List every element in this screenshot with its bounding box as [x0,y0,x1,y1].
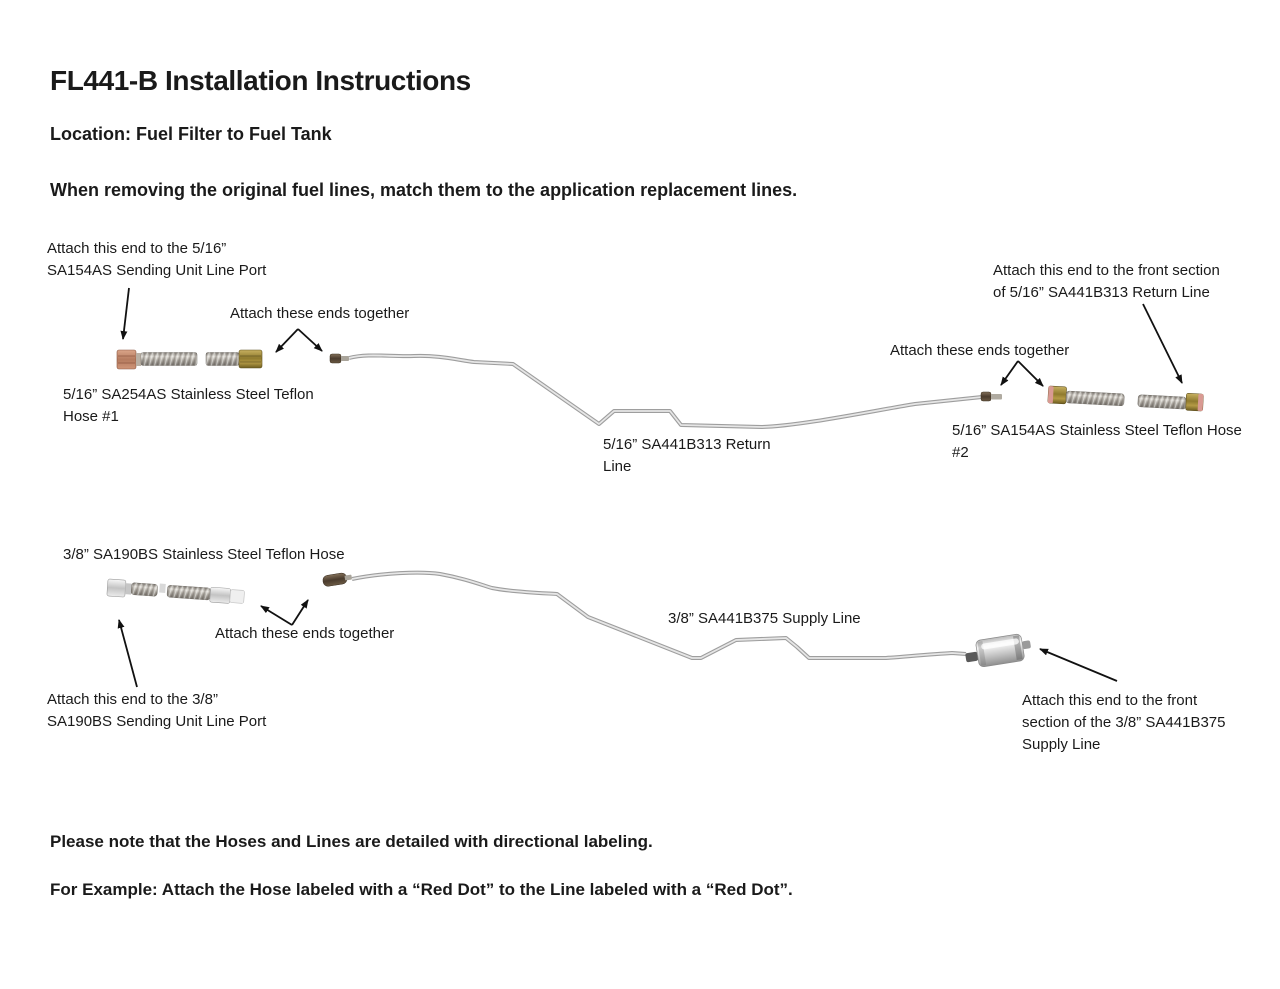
supply-hose-chrome-fitting-left [106,578,127,598]
arrow-to-supply-hose-sending-end [117,619,138,688]
supply-hose-collar-left [124,583,132,595]
return-line-front-tip [341,356,349,361]
hose2-braid-rear [1137,394,1187,410]
directional-labeling-note: Please note that the Hoses and Lines are… [50,806,793,902]
return-line-photo [329,353,1002,429]
note-line-1: Please note that the Hoses and Lines are… [50,832,653,851]
callout-attach-ends-supply: Attach these ends together [215,625,395,642]
label-return-line: 5/16” SA441B313 Return Line [603,436,771,475]
hose2-braid-front [1065,390,1125,407]
hose1-photo [116,349,263,370]
supply-hose-braid-rear [166,585,211,601]
callout-supply-front-section: Attach this end to the front section of … [1022,692,1226,753]
supply-line-front-fitting [322,572,352,587]
location-line: Location: Fuel Filter to Fuel Tank [50,124,332,144]
note-line-2: For Example: Attach the Hose labeled wit… [50,880,793,899]
callout-attach-ends-left: Attach these ends together [230,305,410,322]
arrow-to-return-line-front-end [297,328,323,352]
supply-line-photo [322,570,1031,668]
arrow-to-return-line-rear-end [1000,360,1019,386]
label-hose2: 5/16” SA154AS Stainless Steel Teflon Hos… [952,422,1242,461]
arrow-to-supply-line-front-end [291,599,309,626]
arrow-to-hose2-rear-end [1142,303,1183,384]
supply-hose-chrome-fitting-right [209,586,231,604]
return-line-rear-fitting [980,391,992,402]
supply-hose-collar-right [229,589,245,604]
filter-outlet-fitting [1022,640,1031,650]
callout-return-line-front-section: Attach this end to the front section of … [993,262,1220,301]
callout-supply-sending-unit-port: Attach this end to the 3/8” SA190BS Send… [47,691,267,730]
supply-line-tube [351,570,967,660]
page-title: FL441-B Installation Instructions [50,65,471,96]
filter-crimp-left [977,641,987,666]
supply-hose-photo [106,578,245,604]
return-line-tube [348,353,983,429]
intro-line: When removing the original fuel lines, m… [50,180,798,200]
hose2-red-dot-right [1197,393,1204,412]
hose1-braid-rear [205,352,240,366]
label-supply-line: 3/8” SA441B375 Supply Line [668,610,861,627]
arrow-to-hose2-front-end [1017,360,1044,387]
arrow-to-hose1-rear-end [275,328,299,353]
filter-highlight [981,638,1019,650]
hose1-copper-fitting [116,349,137,370]
hose2-photo [1047,385,1204,412]
callout-attach-ends-right: Attach these ends together [890,342,1070,359]
return-line-front-fitting [329,353,342,364]
arrow-to-filter-end [1039,648,1118,682]
hose1-collar [136,353,141,366]
fuel-filter-canister [965,633,1031,668]
return-line-rear-tip [991,394,1002,400]
supply-hose-gap-piece [159,583,166,593]
hose2-red-dot-left [1047,386,1054,404]
arrow-to-supply-hose-rear-end [260,605,293,626]
hose1-braid-front [140,352,198,366]
arrow-to-hose1-sending-end [120,287,130,340]
supply-hose-braid-front [130,582,158,597]
callout-hose1-sending-unit-port: Attach this end to the 5/16” SA154AS Sen… [47,240,267,279]
filter-inlet-fitting [965,651,979,663]
label-supply-hose: 3/8” SA190BS Stainless Steel Teflon Hose [63,546,345,563]
hose1-brass-fitting [238,349,263,369]
label-hose1: 5/16” SA254AS Stainless Steel Teflon Hos… [63,386,314,425]
